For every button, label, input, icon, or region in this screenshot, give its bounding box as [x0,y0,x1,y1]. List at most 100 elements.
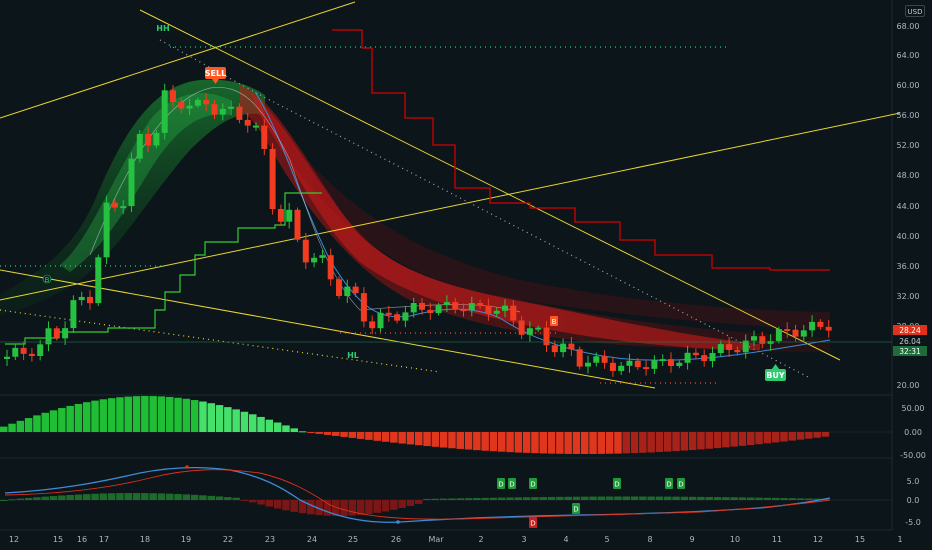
osc1-bar [298,431,307,433]
osc2-bar [182,494,191,500]
osc2-bar [522,497,531,500]
osc1-bar [390,432,398,443]
osc1-tick-label: -50.00 [900,451,926,460]
osc2-bar [439,498,448,500]
candle-body [792,329,799,337]
osc2-bar [572,496,581,500]
candle-body [319,255,326,258]
x-tick-label: 11 [772,535,782,544]
osc2-bar [249,500,257,503]
candle-body [360,293,367,322]
candle-body [103,202,110,258]
signal-sell[interactable]: SELL [205,67,226,84]
candle-body [53,328,60,339]
price-y-axis[interactable]: 68.00 64.00 60.00 56.00 52.00 48.00 44.00 40.00… [897,22,920,390]
candle-body [452,302,459,310]
osc2-bar [224,497,232,500]
osc1-bar [456,432,464,449]
osc1-bar [190,400,199,432]
osc1-bar [91,400,99,432]
osc1-bar [722,432,730,448]
osc1-bar [406,432,415,445]
candle-body [377,312,384,329]
candle-body [20,347,27,354]
d-marker-1 [497,478,505,489]
osc1-bar [572,432,581,454]
osc2-bar [423,498,431,500]
osc1-bar [780,432,788,442]
y-tick-label: 32.00 [897,292,920,301]
candle-body [701,355,708,362]
x-tick-label: 25 [348,535,358,544]
candle-body [344,286,351,296]
candle-body [294,209,301,240]
y-tick-label: 64.00 [897,51,920,60]
osc2-bar [464,498,473,500]
dotted-lines [0,39,811,384]
osc1-bar [639,432,647,453]
osc2-bar [747,497,755,500]
candle-body [62,328,69,339]
svg-text:32:31: 32:31 [899,347,921,356]
candle-body [186,105,193,109]
osc1-bar [381,432,390,442]
osc2-bar [8,499,16,501]
signal-buy[interactable]: BUY [765,364,786,381]
candle-body [261,125,268,149]
d-marker-label-5: D [666,481,671,489]
osc2-bar [381,500,390,512]
osc2-bar [813,498,821,500]
osc2-trough-dot [396,520,400,524]
osc1-bar [431,432,440,447]
x-tick-label: 26 [391,535,401,544]
osc2-d-markers: D D D D D DDD [497,478,685,528]
osc2-bar [605,496,614,500]
osc1-bar [655,432,664,453]
candle-body [194,99,201,106]
osc1-bar [116,397,124,432]
osc2-bar [240,500,249,501]
price-tag-countdown: 32:31 [893,346,927,356]
candle-body [385,312,392,315]
candle-body [477,303,484,306]
y-tick-label: 44.00 [897,202,920,211]
osc1-bar [439,432,448,448]
osc1-bar [24,418,33,432]
x-tick-label: 15 [855,535,865,544]
d-marker-7 [572,503,580,514]
d-marker-label-3: D [530,481,535,489]
candle-body [211,104,218,115]
osc1-bar [16,420,25,432]
time-x-axis[interactable]: 12 15 16 17 18 19 22 23 24 25 26 Mar 2 3 4 5 8 9 10 11 12 15 1 [9,535,903,544]
y-tick-label: 52.00 [897,141,920,150]
osc1-bar [688,432,697,451]
candle-body [684,352,691,363]
osc1-bar [74,403,83,432]
osc2-bar [174,493,182,500]
osc2-bar [398,500,406,508]
osc1-bar [348,432,357,438]
osc1-bar [273,422,282,432]
candle-body [742,340,749,353]
osc1-bar [332,432,340,436]
osc1-bar [498,432,506,452]
currency-badge[interactable]: USD [905,5,925,17]
osc1-bar [763,432,772,444]
osc2-bar [755,497,763,500]
b-marker-green-label: B [45,276,50,284]
osc2-bar [340,500,348,516]
osc2-bar [498,497,506,500]
candle-body [120,206,127,209]
osc2-bar [199,495,207,500]
candle-body [12,347,19,357]
osc1-bar [66,405,74,432]
x-tick-label: 12 [9,535,19,544]
osc2-bar [780,498,788,500]
candle-body [244,119,251,126]
osc1-bar [556,432,564,454]
x-tick-label: 23 [265,535,275,544]
osc1-bar [166,396,174,432]
osc1-bar [356,432,365,439]
osc1-bar [398,432,406,444]
